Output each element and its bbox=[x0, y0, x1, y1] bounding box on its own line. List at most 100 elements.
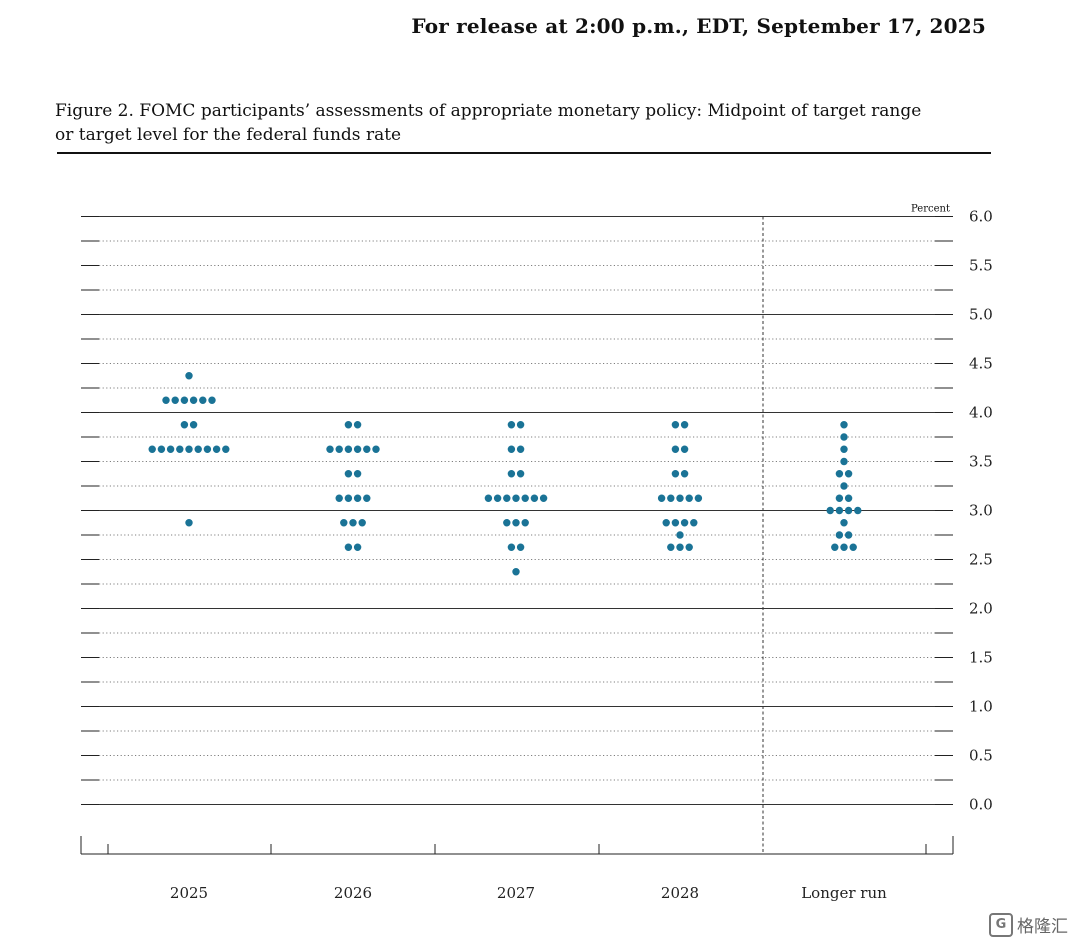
participant-dot bbox=[676, 531, 684, 539]
participant-dot bbox=[844, 531, 853, 539]
watermark-text: 格隆汇 bbox=[1017, 917, 1068, 937]
dot-layer bbox=[148, 372, 862, 576]
participant-dot bbox=[180, 396, 189, 404]
x-category-label: 2027 bbox=[497, 884, 535, 902]
participant-dot bbox=[530, 494, 539, 502]
participant-dot bbox=[507, 421, 516, 429]
participant-dot bbox=[685, 543, 693, 551]
participant-dot bbox=[507, 470, 516, 478]
participant-dot bbox=[690, 519, 698, 527]
watermark-logo-icon: G bbox=[989, 912, 1013, 937]
y-tick-label: 2.5 bbox=[969, 551, 993, 569]
participant-dot bbox=[340, 519, 348, 527]
participant-dot bbox=[849, 543, 857, 551]
participant-dot bbox=[516, 470, 525, 478]
participant-dot bbox=[344, 543, 353, 551]
participant-dot bbox=[185, 372, 193, 380]
participant-dot bbox=[844, 494, 853, 502]
participant-dot bbox=[493, 494, 502, 502]
participant-dot bbox=[844, 506, 853, 515]
figure-title-line-2: or target level for the federal funds ra… bbox=[55, 125, 402, 145]
participant-dot bbox=[844, 470, 853, 478]
participant-dot bbox=[512, 519, 520, 527]
participant-dot bbox=[835, 506, 844, 515]
participant-dot bbox=[171, 396, 179, 404]
participant-dot bbox=[667, 494, 675, 502]
participant-dot bbox=[353, 421, 362, 429]
x-category-label: 2025 bbox=[170, 884, 208, 902]
participant-dot bbox=[826, 506, 834, 515]
y-tick-label: 2.0 bbox=[969, 600, 993, 618]
participant-dot bbox=[203, 445, 212, 453]
participant-dot bbox=[194, 445, 202, 453]
participant-dot bbox=[503, 519, 511, 527]
participant-dot bbox=[326, 445, 334, 453]
release-notice: For release at 2:00 p.m., EDT, September… bbox=[411, 14, 986, 38]
participant-dot bbox=[840, 445, 848, 453]
participant-dot bbox=[157, 445, 166, 453]
y-tick-label: 0.0 bbox=[969, 796, 993, 814]
participant-dot bbox=[189, 421, 198, 429]
x-category-label: 2028 bbox=[661, 884, 699, 902]
participant-dot bbox=[685, 494, 693, 502]
participant-dot bbox=[680, 519, 689, 527]
participant-dot bbox=[166, 445, 175, 453]
participant-dot bbox=[657, 494, 666, 502]
participant-dot bbox=[676, 494, 684, 502]
participant-dot bbox=[349, 519, 357, 527]
participant-dot bbox=[335, 445, 343, 453]
participant-dot bbox=[484, 494, 493, 502]
y-tick-label: 0.5 bbox=[969, 747, 993, 765]
y-tick-label: 5.0 bbox=[969, 306, 993, 324]
participant-dot bbox=[335, 494, 343, 502]
participant-dot bbox=[507, 445, 516, 453]
participant-dot bbox=[353, 494, 362, 502]
participant-dot bbox=[854, 506, 862, 515]
participant-dot bbox=[835, 531, 844, 539]
participant-dot bbox=[344, 494, 353, 502]
participant-dot bbox=[662, 519, 670, 527]
participant-dot bbox=[222, 445, 230, 453]
participant-dot bbox=[353, 470, 362, 478]
participant-dot bbox=[208, 396, 216, 404]
x-category-label: 2026 bbox=[334, 884, 372, 902]
participant-dot bbox=[148, 445, 156, 453]
participant-dot bbox=[344, 445, 353, 453]
participant-dot bbox=[680, 421, 689, 429]
participant-dot bbox=[512, 494, 520, 502]
participant-dot bbox=[185, 519, 193, 527]
participant-dot bbox=[162, 396, 170, 404]
participant-dot bbox=[671, 470, 680, 478]
participant-dot bbox=[503, 494, 511, 502]
participant-dot bbox=[840, 543, 848, 551]
participant-dot bbox=[840, 482, 848, 490]
participant-dot bbox=[516, 543, 525, 551]
y-tick-label: 4.0 bbox=[969, 404, 993, 422]
participant-dot bbox=[671, 519, 680, 527]
y-tick-label: 6.0 bbox=[969, 208, 993, 226]
participant-dot bbox=[667, 543, 675, 551]
participant-dot bbox=[212, 445, 221, 453]
grid-layer bbox=[81, 216, 953, 805]
participant-dot bbox=[835, 494, 844, 502]
participant-dot bbox=[671, 421, 680, 429]
x-category-label: Longer run bbox=[801, 884, 887, 902]
participant-dot bbox=[516, 421, 525, 429]
participant-dot bbox=[680, 445, 689, 453]
unit-label: Percent bbox=[911, 204, 950, 215]
participant-dot bbox=[840, 421, 848, 429]
participant-dot bbox=[353, 543, 362, 551]
participant-dot bbox=[344, 421, 353, 429]
y-tick-label: 5.5 bbox=[969, 257, 993, 275]
participant-dot bbox=[840, 519, 848, 527]
participant-dot bbox=[199, 396, 207, 404]
participant-dot bbox=[358, 519, 366, 527]
participant-dot bbox=[676, 543, 684, 551]
participant-dot bbox=[353, 445, 362, 453]
y-tick-label: 3.0 bbox=[969, 502, 993, 520]
participant-dot bbox=[539, 494, 548, 502]
participant-dot bbox=[671, 445, 680, 453]
participant-dot bbox=[363, 445, 371, 453]
participant-dot bbox=[344, 470, 353, 478]
